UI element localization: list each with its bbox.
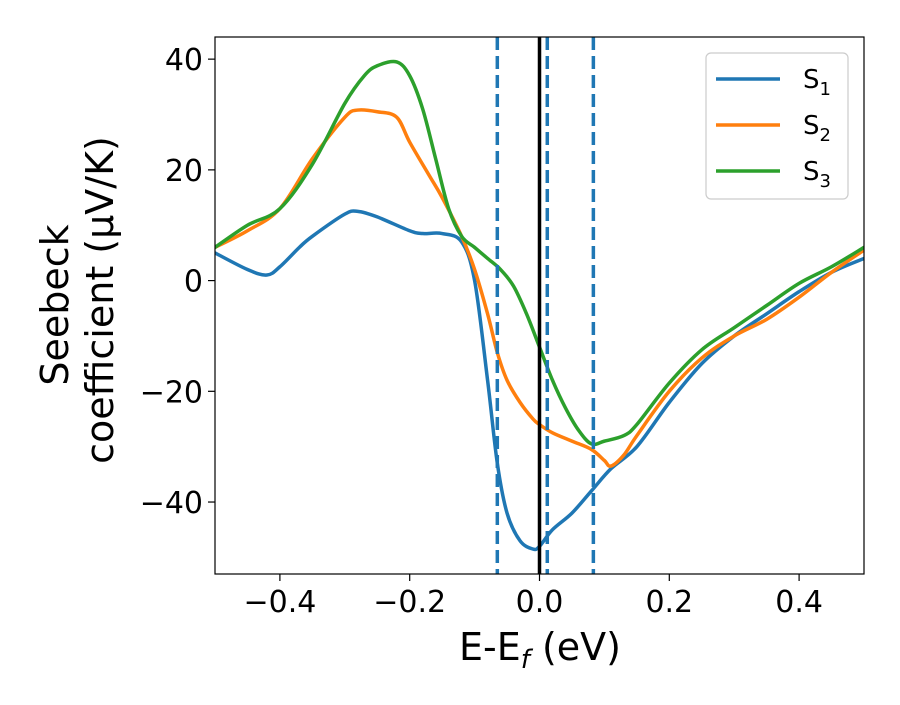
legend-label-s2: S2 [803, 111, 831, 146]
legend: S1 S2 S3 [705, 52, 849, 200]
x-tick-label: −0.4 [243, 585, 316, 620]
y-tick-label: −40 [140, 486, 203, 521]
y-axis-ticks: −40 −20 0 20 40 [140, 43, 215, 521]
x-axis-ticks: −0.4 −0.2 0.0 0.2 0.4 [243, 574, 823, 620]
series-line-s1 [215, 209, 864, 552]
x-tick-label: 0.2 [645, 585, 693, 620]
x-tick-label: 0.0 [516, 585, 564, 620]
x-tick-label: 0.4 [775, 585, 823, 620]
legend-label-s3: S3 [803, 157, 831, 192]
y-tick-label: 40 [165, 43, 203, 78]
legend-label-s1: S1 [803, 65, 831, 100]
y-tick-label: −20 [140, 375, 203, 410]
y-axis-label-line2: coefficient (μV/K) [78, 136, 122, 464]
plot-series-group [215, 59, 864, 552]
x-axis-label: E-Ef (eV) [459, 625, 621, 675]
vertical-markers-group [495, 37, 596, 574]
series-line-s3 [215, 59, 864, 447]
y-tick-label: 0 [184, 265, 203, 300]
y-tick-label: 20 [165, 154, 203, 189]
series-line-s2 [215, 108, 864, 468]
y-axis-label-line1: Seebeck [33, 224, 77, 385]
x-tick-label: −0.2 [373, 585, 446, 620]
